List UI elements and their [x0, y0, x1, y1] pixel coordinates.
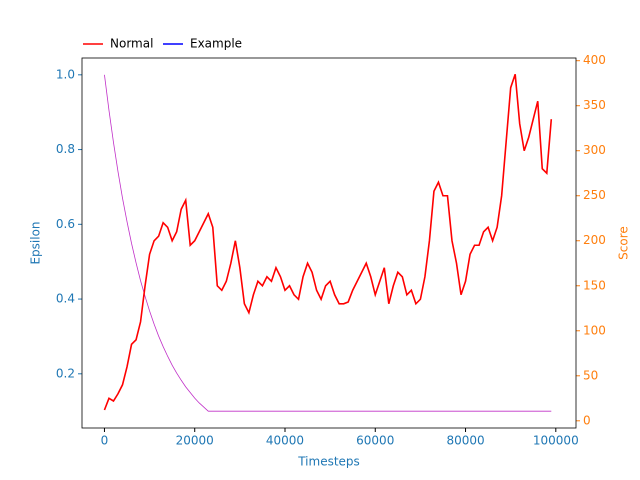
legend-label: Normal [110, 37, 153, 51]
y-tick-label: 0.2 [56, 366, 75, 380]
y2-tick-label: 150 [583, 278, 606, 292]
y-tick-label: 0.4 [56, 292, 75, 306]
x-tick-label: 0 [101, 434, 109, 448]
x-axis-label: Timesteps [297, 455, 360, 469]
y2-tick-label: 350 [583, 98, 606, 112]
y2-tick-label: 0 [583, 413, 591, 427]
x-tick-label: 20000 [176, 434, 214, 448]
y2-tick-label: 400 [583, 53, 606, 67]
series-line [103, 73, 553, 411]
x-tick-label: 100000 [533, 434, 579, 448]
y2-tick-label: 250 [583, 188, 606, 202]
y-axis-label: Epsilon [29, 221, 43, 264]
plot-frame [81, 57, 577, 429]
y2-tick-label: 300 [583, 143, 606, 157]
legend-label: Example [190, 37, 242, 51]
x-tick-label: 60000 [356, 434, 394, 448]
y-tick-label: 1.0 [56, 67, 75, 81]
y-tick-label: 0.6 [56, 217, 75, 231]
x-tick-label: 40000 [266, 434, 304, 448]
series-line [104, 74, 552, 412]
y2-axis-label: Score [617, 226, 631, 260]
y-tick-label: 0.8 [56, 142, 75, 156]
y2-tick-label: 200 [583, 233, 606, 247]
y2-tick-label: 100 [583, 323, 606, 337]
x-tick-label: 80000 [446, 434, 484, 448]
y2-tick-label: 50 [583, 368, 598, 382]
